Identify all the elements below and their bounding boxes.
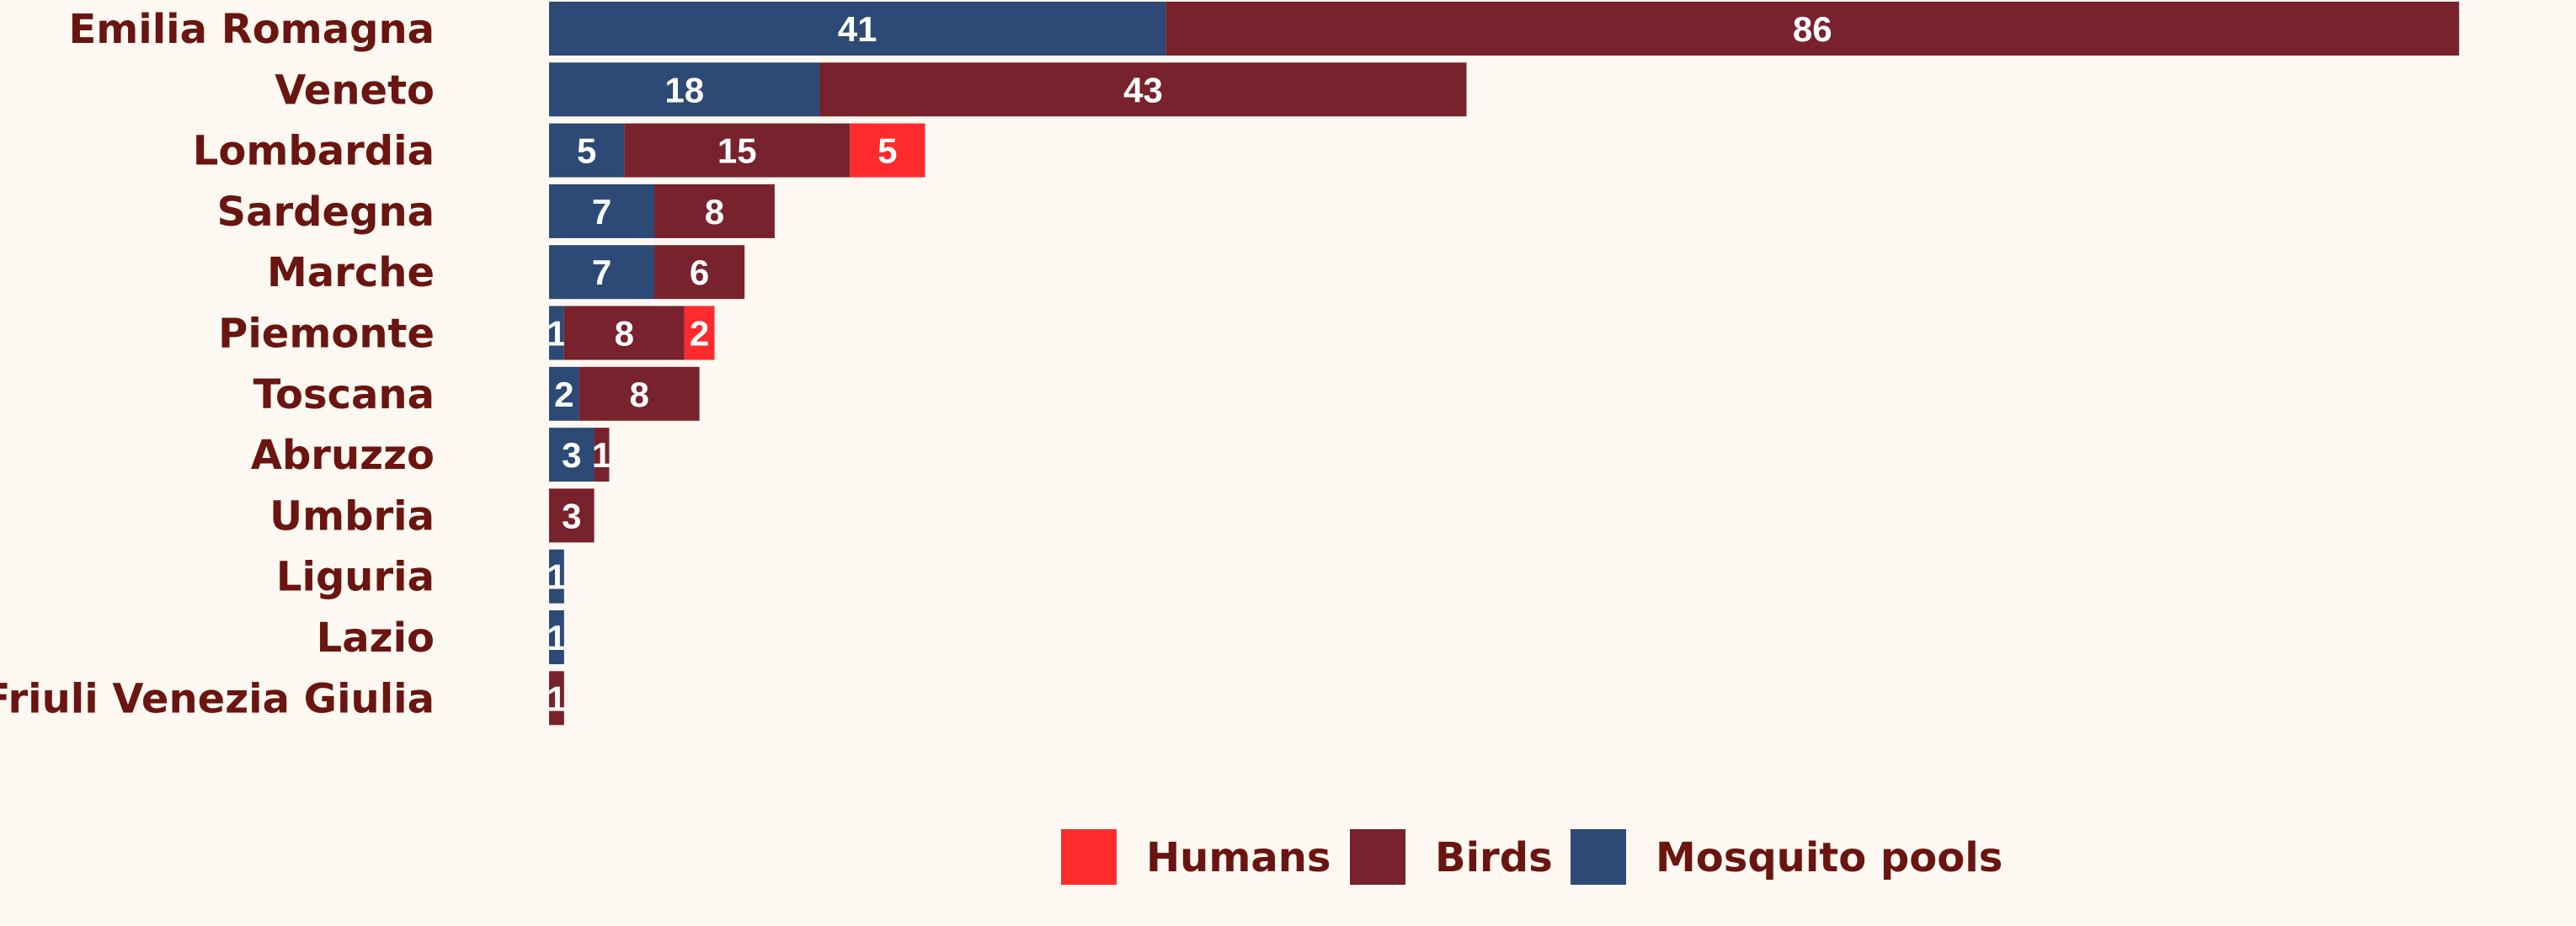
category-label-friuli-venezia-giulia: Friuli Venezia Giulia [0, 675, 435, 722]
bar-mosquito-pools-veneto [549, 62, 820, 117]
bar-mosquito-pools-piemonte [549, 306, 564, 360]
legend-label-humans: Humans [1146, 834, 1331, 881]
bar-birds-sardegna [654, 184, 775, 238]
bar-mosquito-pools-sardegna [549, 184, 655, 238]
value-label-mosquito-pools-marche: 7 [592, 253, 611, 292]
value-label-birds-friuli-venezia-giulia: 1 [547, 679, 566, 718]
bar-birds-lombardia [624, 123, 851, 178]
bar-birds-piemonte [563, 306, 685, 360]
bar-mosquito-pools-emilia-romagna [549, 2, 1166, 56]
value-label-birds-emilia-romagna: 86 [1793, 9, 1832, 49]
value-label-birds-abruzzo: 1 [592, 435, 611, 475]
bar-birds-abruzzo [594, 428, 610, 482]
legend-swatch-humans [1061, 829, 1117, 885]
value-label-mosquito-pools-abruzzo: 3 [562, 435, 581, 475]
category-label-liguria: Liguria [276, 554, 435, 601]
value-label-mosquito-pools-sardegna: 7 [592, 192, 611, 232]
legend-label-mosquito-pools: Mosquito pools [1656, 834, 2003, 881]
category-label-marche: Marche [267, 249, 435, 296]
bar-birds-umbria [549, 488, 595, 543]
bar-mosquito-pools-liguria [549, 549, 564, 604]
category-label-emilia-romagna: Emilia Romagna [68, 6, 435, 53]
legend: Humans Birds Mosquito pools [1061, 829, 2003, 885]
value-label-birds-marche: 6 [690, 253, 709, 292]
value-label-mosquito-pools-piemonte: 1 [547, 314, 566, 354]
category-label-lombardia: Lombardia [193, 128, 435, 175]
category-label-veneto: Veneto [275, 67, 435, 114]
category-label-sardegna: Sardegna [217, 189, 435, 236]
category-label-lazio: Lazio [317, 615, 435, 662]
category-labels: Emilia Romagna Veneto Lombardia Sardegna Mar… [0, 6, 435, 722]
value-label-mosquito-pools-lombardia: 5 [577, 131, 596, 171]
bar-birds-marche [654, 245, 745, 300]
bar-birds-emilia-romagna [1165, 2, 2460, 56]
legend-swatch-mosquito-pools [1571, 829, 1626, 885]
bar-humans-piemonte [684, 306, 715, 360]
legend-label-birds: Birds [1435, 834, 1553, 881]
bar-mosquito-pools-marche [549, 245, 655, 300]
bar-mosquito-pools-abruzzo [549, 428, 595, 482]
value-label-mosquito-pools-emilia-romagna: 41 [838, 9, 877, 49]
bar-birds-veneto [819, 62, 1467, 117]
value-label-birds-veneto: 43 [1123, 70, 1163, 109]
value-label-birds-piemonte: 8 [615, 314, 634, 354]
value-label-mosquito-pools-toscana: 2 [554, 375, 573, 414]
value-label-mosquito-pools-lazio: 1 [547, 618, 566, 657]
legend-swatch-birds [1350, 829, 1405, 885]
value-label-humans-piemonte: 2 [690, 314, 709, 354]
category-label-umbria: Umbria [269, 492, 435, 540]
value-label-birds-sardegna: 8 [705, 192, 724, 232]
bar-humans-lombardia [850, 123, 925, 178]
bar-birds-friuli-venezia-giulia [549, 671, 564, 726]
value-label-birds-toscana: 8 [629, 375, 648, 414]
bar-mosquito-pools-toscana [549, 366, 579, 421]
value-label-birds-umbria: 3 [562, 496, 581, 535]
bar-mosquito-pools-lombardia [549, 123, 625, 178]
category-label-toscana: Toscana [253, 371, 435, 418]
bar-birds-toscana [579, 366, 700, 421]
value-label-mosquito-pools-veneto: 18 [664, 70, 704, 109]
value-label-mosquito-pools-liguria: 1 [547, 557, 566, 597]
value-label-humans-lombardia: 5 [877, 131, 897, 171]
value-label-birds-lombardia: 15 [717, 131, 757, 171]
category-label-abruzzo: Abruzzo [251, 432, 435, 479]
bar-mosquito-pools-lazio [549, 610, 564, 664]
category-label-piemonte: Piemonte [218, 311, 435, 358]
